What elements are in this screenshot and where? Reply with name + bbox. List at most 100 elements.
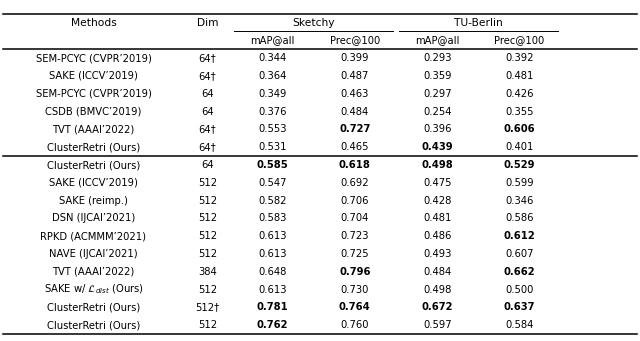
Text: 0.376: 0.376 (258, 107, 287, 117)
Text: mAP@all: mAP@all (250, 35, 294, 45)
Text: 512: 512 (198, 178, 217, 188)
Text: 0.723: 0.723 (340, 231, 369, 241)
Text: Methods: Methods (70, 17, 116, 28)
Text: 0.672: 0.672 (422, 302, 453, 312)
Text: 0.613: 0.613 (258, 231, 287, 241)
Text: 0.613: 0.613 (258, 285, 287, 295)
Text: ClusterRetri (Ours): ClusterRetri (Ours) (47, 302, 140, 312)
Text: 0.481: 0.481 (423, 213, 451, 223)
Text: 0.484: 0.484 (423, 267, 451, 277)
Text: Sketchy: Sketchy (292, 17, 335, 28)
Text: TVT (AAAI’2022): TVT (AAAI’2022) (52, 124, 134, 134)
Text: 0.500: 0.500 (506, 285, 534, 295)
Text: 0.493: 0.493 (423, 249, 451, 259)
Text: SAKE (ICCV’2019): SAKE (ICCV’2019) (49, 178, 138, 188)
Text: 0.297: 0.297 (423, 89, 452, 99)
Text: 512†: 512† (195, 302, 220, 312)
Text: 0.426: 0.426 (506, 89, 534, 99)
Text: 0.396: 0.396 (423, 124, 451, 134)
Text: 0.401: 0.401 (506, 142, 534, 152)
Text: Dim: Dim (196, 17, 218, 28)
Text: 0.344: 0.344 (259, 53, 287, 63)
Text: 64†: 64† (198, 71, 216, 81)
Text: Prec@100: Prec@100 (330, 35, 380, 45)
Text: 0.584: 0.584 (506, 320, 534, 330)
Text: SAKE (ICCV’2019): SAKE (ICCV’2019) (49, 71, 138, 81)
Text: 0.529: 0.529 (504, 160, 535, 170)
Text: 0.727: 0.727 (339, 124, 371, 134)
Text: SAKE (reimp.): SAKE (reimp.) (59, 196, 128, 206)
Text: 0.706: 0.706 (340, 196, 369, 206)
Text: 0.481: 0.481 (506, 71, 534, 81)
Text: 0.364: 0.364 (259, 71, 287, 81)
Text: 0.293: 0.293 (423, 53, 451, 63)
Text: 0.583: 0.583 (259, 213, 287, 223)
Text: 64†: 64† (198, 53, 216, 63)
Text: 0.465: 0.465 (340, 142, 369, 152)
Text: 0.637: 0.637 (504, 302, 535, 312)
Text: 0.760: 0.760 (340, 320, 369, 330)
Text: ClusterRetri (Ours): ClusterRetri (Ours) (47, 142, 140, 152)
Text: 64: 64 (201, 89, 214, 99)
Text: 0.498: 0.498 (421, 160, 453, 170)
Text: 512: 512 (198, 249, 217, 259)
Text: 0.359: 0.359 (423, 71, 451, 81)
Text: SEM-PCYC (CVPR’2019): SEM-PCYC (CVPR’2019) (36, 53, 152, 63)
Text: 0.428: 0.428 (423, 196, 451, 206)
Text: 0.704: 0.704 (340, 213, 369, 223)
Text: NAVE (IJCAI’2021): NAVE (IJCAI’2021) (49, 249, 138, 259)
Text: 0.585: 0.585 (257, 160, 289, 170)
Text: 0.582: 0.582 (258, 196, 287, 206)
Text: 0.553: 0.553 (258, 124, 287, 134)
Text: 0.254: 0.254 (423, 107, 451, 117)
Text: 0.597: 0.597 (423, 320, 452, 330)
Text: 0.487: 0.487 (340, 71, 369, 81)
Text: 0.346: 0.346 (506, 196, 534, 206)
Text: 0.399: 0.399 (340, 53, 369, 63)
Text: 384: 384 (198, 267, 217, 277)
Text: mAP@all: mAP@all (415, 35, 460, 45)
Text: 0.586: 0.586 (506, 213, 534, 223)
Text: 64†: 64† (198, 142, 216, 152)
Text: 0.606: 0.606 (504, 124, 536, 134)
Text: 64: 64 (201, 160, 214, 170)
Text: 0.547: 0.547 (258, 178, 287, 188)
Text: 0.692: 0.692 (340, 178, 369, 188)
Text: Prec@100: Prec@100 (495, 35, 545, 45)
Text: DSN (IJCAI’2021): DSN (IJCAI’2021) (52, 213, 135, 223)
Text: 0.486: 0.486 (423, 231, 451, 241)
Text: 0.613: 0.613 (258, 249, 287, 259)
Text: 512: 512 (198, 320, 217, 330)
Text: 512: 512 (198, 231, 217, 241)
Text: 0.764: 0.764 (339, 302, 371, 312)
Text: 0.612: 0.612 (504, 231, 536, 241)
Text: CSDB (BMVC’2019): CSDB (BMVC’2019) (45, 107, 141, 117)
Text: 512: 512 (198, 285, 217, 295)
Text: 0.618: 0.618 (339, 160, 371, 170)
Text: TU-Berlin: TU-Berlin (454, 17, 503, 28)
Text: 64†: 64† (198, 124, 216, 134)
Text: 0.796: 0.796 (339, 267, 371, 277)
Text: SEM-PCYC (CVPR’2019): SEM-PCYC (CVPR’2019) (36, 89, 152, 99)
Text: 64: 64 (201, 107, 214, 117)
Text: 0.475: 0.475 (423, 178, 451, 188)
Text: 0.599: 0.599 (505, 178, 534, 188)
Text: 512: 512 (198, 213, 217, 223)
Text: 0.725: 0.725 (340, 249, 369, 259)
Text: 0.463: 0.463 (340, 89, 369, 99)
Text: SAKE w/ $\mathcal{L}_{dist}$ (Ours): SAKE w/ $\mathcal{L}_{dist}$ (Ours) (44, 283, 143, 296)
Text: 0.531: 0.531 (258, 142, 287, 152)
Text: ClusterRetri (Ours): ClusterRetri (Ours) (47, 320, 140, 330)
Text: 512: 512 (198, 196, 217, 206)
Text: 0.498: 0.498 (423, 285, 451, 295)
Text: 0.648: 0.648 (259, 267, 287, 277)
Text: 0.355: 0.355 (506, 107, 534, 117)
Text: RPKD (ACMMM’2021): RPKD (ACMMM’2021) (40, 231, 147, 241)
Text: 0.349: 0.349 (259, 89, 287, 99)
Text: 0.484: 0.484 (340, 107, 369, 117)
Text: TVT (AAAI’2022): TVT (AAAI’2022) (52, 267, 134, 277)
Text: 0.730: 0.730 (340, 285, 369, 295)
Text: 0.662: 0.662 (504, 267, 536, 277)
Text: 0.439: 0.439 (421, 142, 453, 152)
Text: ClusterRetri (Ours): ClusterRetri (Ours) (47, 160, 140, 170)
